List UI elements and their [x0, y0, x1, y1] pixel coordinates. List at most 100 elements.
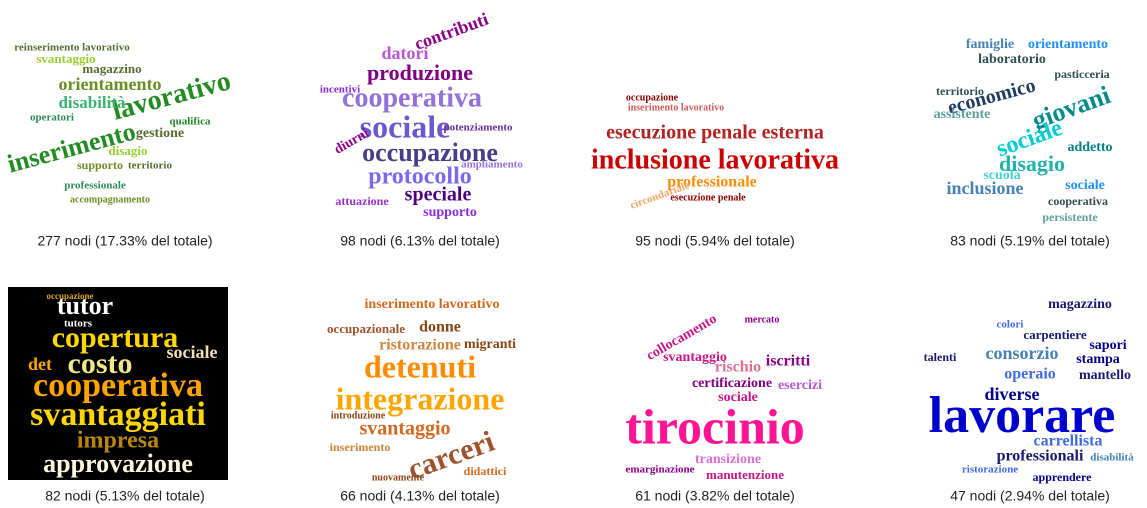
cloud-word: potenziamento [443, 122, 513, 134]
cloud-word: qualifica [170, 116, 211, 128]
cloud-word: laboratorio [978, 52, 1046, 67]
cloud-word: disabilità [1090, 452, 1134, 464]
cloud-word: det [28, 354, 52, 374]
cloud-word: produzione [367, 60, 473, 85]
cloud-word: emarginazione [625, 464, 694, 476]
cloud-word: occupazione [626, 92, 679, 103]
cloud-word: nuovamente [372, 472, 425, 483]
cloud-word: inclusione [946, 178, 1023, 198]
panel-caption: 83 nodi (5.19% del totale) [950, 233, 1110, 249]
cloud-word: colori [997, 319, 1024, 331]
cloud-word: sociale [718, 390, 758, 405]
cloud-word: operatori [30, 112, 74, 124]
cloud-word: inserimento [330, 440, 391, 454]
cloud-word: speciale [405, 184, 472, 206]
cloud-word: pasticceria [1054, 67, 1109, 81]
cloud-word: professionale [667, 174, 756, 191]
cloud-word: occupazionale [327, 321, 405, 336]
cloud-word: rischio [715, 359, 761, 376]
cloud-word: apprendere [1033, 470, 1093, 484]
cloud-word: cooperativa [33, 367, 203, 404]
cloud-word: mercato [745, 314, 780, 325]
cloud-word: detenuti [364, 348, 476, 384]
cloud-word: disabilità [58, 93, 126, 112]
cloud-word: copertura [52, 321, 179, 354]
cloud-word: scuola [983, 168, 1020, 183]
cloud-word: territorio [128, 160, 172, 172]
cloud-word: occupazione [362, 138, 498, 167]
cloud-word: diverse [985, 384, 1040, 404]
cloud-word: transizione [695, 452, 761, 467]
cloud-word: orientamento [59, 74, 162, 94]
cloud-word: esecuzione penale esterna [606, 122, 824, 144]
cloud-word: tutors [64, 318, 93, 330]
cloud-word: mantello [1079, 368, 1131, 383]
cloud-word: magazzino [1048, 297, 1112, 312]
cloud-word: ampliamento [461, 159, 523, 171]
cloud-word: carpentiere [1023, 327, 1087, 342]
cloud-word: lavorare [929, 387, 1116, 444]
cloud-word: sociale [360, 108, 451, 144]
cloud-word: attuazione [335, 194, 389, 208]
cloud-word: operaio [1004, 366, 1056, 383]
cloud-word: disagio [999, 151, 1065, 176]
panel-caption: 61 nodi (3.82% del totale) [635, 488, 795, 504]
cloud-word: orientamento [1028, 37, 1108, 52]
cloud-background [8, 287, 228, 480]
cloud-word: professionali [997, 448, 1084, 465]
cloud-word: protocollo [368, 164, 472, 190]
panel-caption: 66 nodi (4.13% del totale) [340, 488, 500, 504]
cloud-word: supporto [77, 158, 123, 172]
cloud-word: certificazione [692, 376, 772, 391]
cloud-word: didattici [464, 464, 507, 478]
panel-caption: 47 nodi (2.94% del totale) [950, 488, 1110, 504]
cloud-word: carrellista [1033, 433, 1102, 450]
cloud-word: inserimento lavorativo [628, 102, 724, 113]
cloud-word: ristorazione [962, 464, 1018, 476]
cloud-word: iscritti [766, 353, 811, 370]
panel-caption: 95 nodi (5.94% del totale) [635, 233, 795, 249]
panel-caption: 98 nodi (6.13% del totale) [340, 233, 500, 249]
cloud-word: esecuzione penale [670, 192, 746, 203]
panel-caption: 277 nodi (17.33% del totale) [37, 233, 212, 249]
cloud-word: inserimento lavorativo [365, 297, 500, 312]
cloud-word: supporto [423, 205, 477, 220]
cloud-word: stampa [1076, 352, 1120, 367]
cloud-word: manutenzione [706, 467, 784, 482]
cloud-word: gestione [136, 126, 184, 141]
cloud-word: reinserimento lavorativo [14, 42, 130, 54]
cloud-word: datori [382, 43, 429, 63]
panel-caption: 82 nodi (5.13% del totale) [45, 488, 205, 504]
cloud-word: approvazione [43, 449, 193, 478]
cloud-word: esercizi [778, 378, 822, 393]
cloud-word: inclusione lavorativa [591, 144, 839, 175]
cloud-word: magazzino [82, 61, 141, 76]
cloud-word: introduzione [331, 410, 386, 421]
cloud-word: donne [419, 319, 461, 336]
cloud-word: ristorazione [379, 337, 461, 354]
cloud-word: territorio [936, 84, 984, 98]
cloud-word: integrazione [336, 380, 505, 416]
cloud-word: famiglie [966, 37, 1014, 52]
cloud-word: talenti [924, 350, 957, 364]
cloud-word: professionale [64, 180, 126, 192]
cloud-word: costo [68, 347, 133, 380]
cloud-word: migranti [464, 337, 516, 352]
cloud-word: occupazione [47, 291, 94, 301]
cloud-word: disagio [108, 143, 147, 158]
cloud-word: svantaggiati [30, 396, 206, 433]
cloud-word: consorzio [986, 343, 1059, 363]
cloud-word: cooperativa [1048, 194, 1108, 208]
cloud-word: sociale [1065, 178, 1105, 193]
cloud-word: svantaggio [663, 350, 727, 365]
cloud-word: tirocinio [625, 398, 805, 454]
cloud-word: sapori [1089, 338, 1126, 353]
cloud-word: accompagnamento [70, 194, 150, 205]
cloud-word: incentivi [320, 84, 360, 96]
cloud-word: tutor [57, 291, 113, 320]
cloud-word: impresa [77, 428, 159, 454]
cloud-word: persistente [1042, 210, 1098, 224]
cloud-word: assistente [934, 107, 991, 122]
cloud-word: sociale [167, 342, 218, 362]
